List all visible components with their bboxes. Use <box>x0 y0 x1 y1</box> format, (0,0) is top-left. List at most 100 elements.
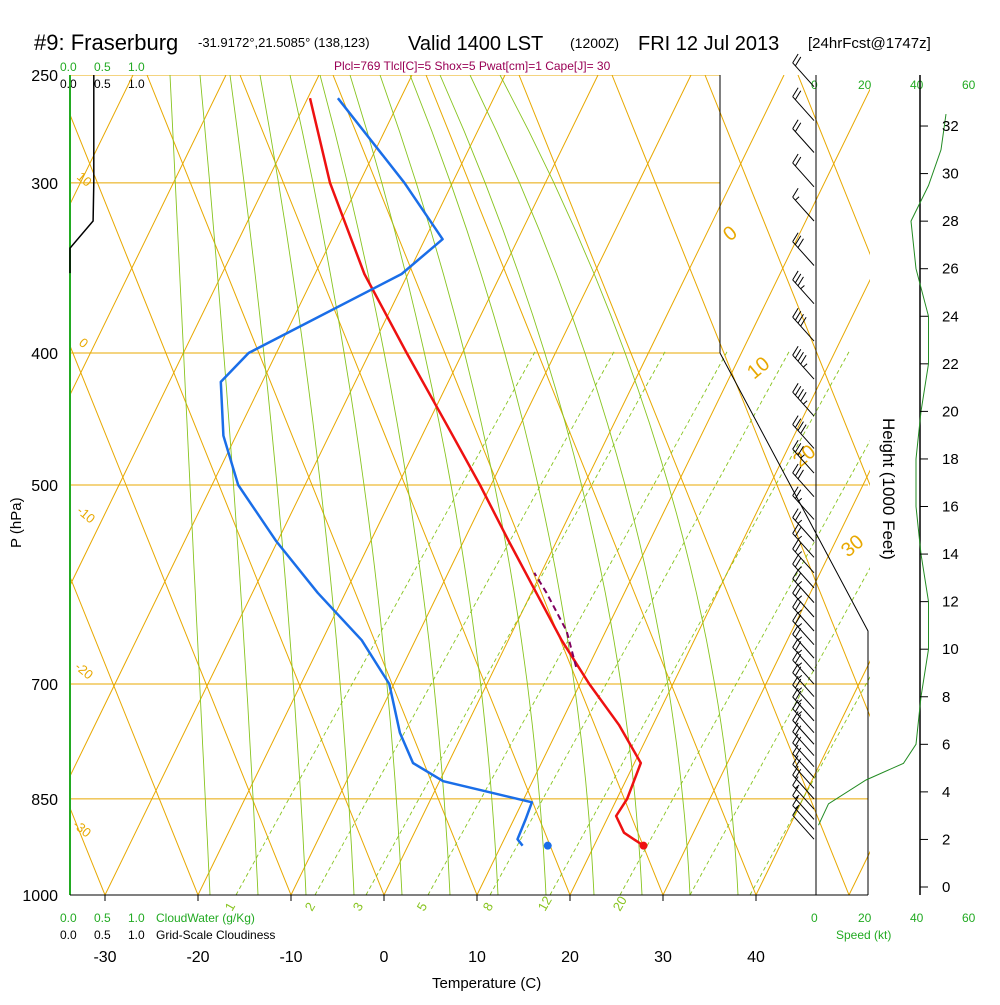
wind-barb-feather <box>800 391 807 402</box>
x-tick-label: -20 <box>186 949 209 966</box>
surface-temperature-point <box>639 841 648 850</box>
speed-tick: 20 <box>858 911 872 925</box>
wind-barb-feather <box>794 653 802 664</box>
wind-barb-feather <box>794 349 802 359</box>
wind-barb-feather <box>792 119 799 129</box>
cloudiness-scale-top: 0.0 0.5 1.0 <box>60 77 145 91</box>
wind-barb-feather <box>794 714 802 724</box>
cloudwater-tick: 1.0 <box>128 60 145 74</box>
dry-adiabat-line <box>611 75 870 718</box>
wind-barb-feather <box>792 524 799 534</box>
wind-barb-half-feather <box>797 699 803 704</box>
isotherm-line <box>70 75 227 396</box>
wind-barb-feather <box>792 722 799 732</box>
wind-barb-half-feather <box>803 400 808 405</box>
wind-barb-feather <box>792 554 799 565</box>
valid-date: FRI 12 Jul 2013 <box>638 33 779 55</box>
wind-barb <box>792 687 815 722</box>
isotherm-line <box>569 278 870 895</box>
mixing-ratio-line <box>489 349 791 895</box>
wind-barb-feather <box>792 583 799 594</box>
wind-barb-feather <box>794 736 802 747</box>
wind-barb <box>792 806 815 840</box>
wind-barb <box>792 187 815 222</box>
speed-tick: 0 <box>811 78 818 92</box>
wind-barb <box>792 711 815 745</box>
wind-barb-staff <box>792 696 815 722</box>
wind-barb-feather <box>794 418 802 428</box>
wind-barb <box>792 733 815 768</box>
wind-barb-feather <box>794 557 802 568</box>
cloudwater-scale-top: 0.0 0.5 1.0 <box>60 60 145 74</box>
isotherm-line <box>70 75 413 778</box>
wind-barb-feather <box>792 508 799 518</box>
wind-barb <box>792 383 815 417</box>
wind-barb-feather <box>792 651 799 661</box>
wind-barb-half-feather <box>797 551 803 556</box>
dry-adiabat-line <box>70 575 199 895</box>
wind-barb-feather <box>797 238 804 248</box>
height-tick-label: 8 <box>942 689 950 706</box>
isotherm-line <box>476 88 870 895</box>
wind-barb-feather <box>794 747 802 757</box>
wind-barb-half-feather <box>797 609 803 614</box>
x-tick-label: 30 <box>654 949 672 966</box>
wind-barb-feather <box>792 796 799 806</box>
dry-adiabat-line <box>704 75 870 487</box>
wind-barb-staff <box>792 742 815 768</box>
wind-barb-feather <box>800 424 807 434</box>
height-tick-label: 20 <box>942 403 959 420</box>
height-tick-label: 0 <box>942 879 950 896</box>
x-tick-label: 20 <box>561 949 579 966</box>
wind-barb-staff <box>792 720 815 745</box>
wind-barb-feather <box>792 765 799 776</box>
wind-barb-feather <box>794 641 802 651</box>
wind-barb-feather <box>792 463 799 474</box>
wind-barb-feather <box>792 232 799 242</box>
wind-barb-feather <box>792 625 799 635</box>
wind-barb-staff <box>792 279 815 305</box>
station-coords: -31.9172°,21.5085° (138,123) <box>198 35 370 50</box>
moist-adiabat-line <box>439 75 643 895</box>
wind-barb-feather <box>797 445 804 456</box>
isotherm-label: 10 <box>743 353 774 384</box>
x-tick-label: 10 <box>468 949 486 966</box>
height-tick-label: 14 <box>942 546 959 563</box>
wind-barb-half-feather <box>803 363 808 368</box>
cloudiness-line <box>69 75 95 274</box>
wind-barb-staff <box>792 196 815 222</box>
wind-barb-feather <box>794 489 802 499</box>
dewpoint-line <box>219 97 534 847</box>
wind-barb-feather <box>792 806 799 816</box>
height-tick-label: 26 <box>942 261 959 278</box>
mixing-ratio-label: 8 <box>480 900 497 914</box>
x-tick-label: 40 <box>747 949 765 966</box>
mixing-ratio-line <box>749 676 870 895</box>
wind-barb-feather <box>794 542 802 553</box>
isotherm-label: 0 <box>76 335 91 351</box>
wind-barb-feather <box>797 314 804 324</box>
height-tick-label: 12 <box>942 594 959 611</box>
wind-barb-staff <box>792 495 815 520</box>
cloudwater-tick: 1.0 <box>128 911 145 925</box>
wind-barb <box>792 554 815 589</box>
wind-barb-staff <box>792 448 815 474</box>
wind-barb <box>792 569 815 603</box>
moist-adiabat-line <box>469 75 691 895</box>
wind-barb-feather <box>794 666 802 676</box>
dry-adiabat-line <box>425 75 757 895</box>
wind-barb-feather <box>792 675 799 686</box>
dry-adiabat-line <box>891 75 1000 895</box>
moist-adiabat-line <box>229 75 307 895</box>
x-axis-label: Temperature (C) <box>432 975 541 992</box>
wind-barb <box>792 597 815 632</box>
mixing-ratio-line <box>549 349 851 895</box>
isotherm-line <box>942 75 1000 895</box>
height-tick-label: 16 <box>942 499 959 516</box>
moist-adiabat-line <box>379 75 547 895</box>
mixing-ratio-line <box>314 349 616 895</box>
wind-barb <box>792 270 815 305</box>
frame-layer <box>69 75 921 896</box>
wind-barb-feather <box>794 614 802 625</box>
